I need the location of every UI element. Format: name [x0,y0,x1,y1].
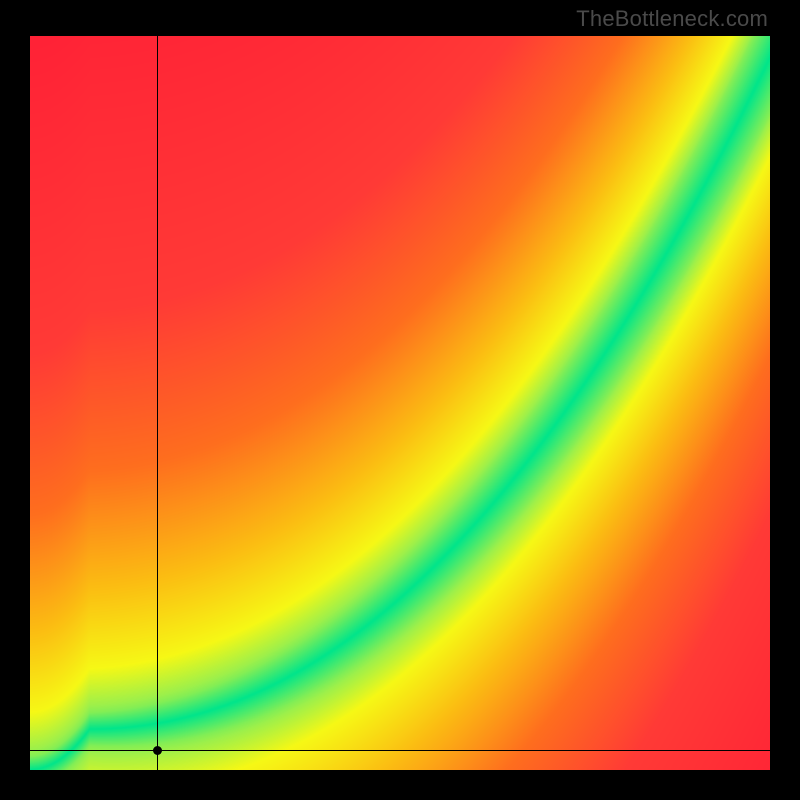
heatmap-canvas [30,36,770,770]
data-point-marker [153,746,162,755]
crosshair-horizontal [30,750,770,751]
chart-container: TheBottleneck.com [0,0,800,800]
crosshair-vertical [157,36,158,770]
heatmap-plot [30,36,770,770]
watermark-text: TheBottleneck.com [576,6,768,32]
